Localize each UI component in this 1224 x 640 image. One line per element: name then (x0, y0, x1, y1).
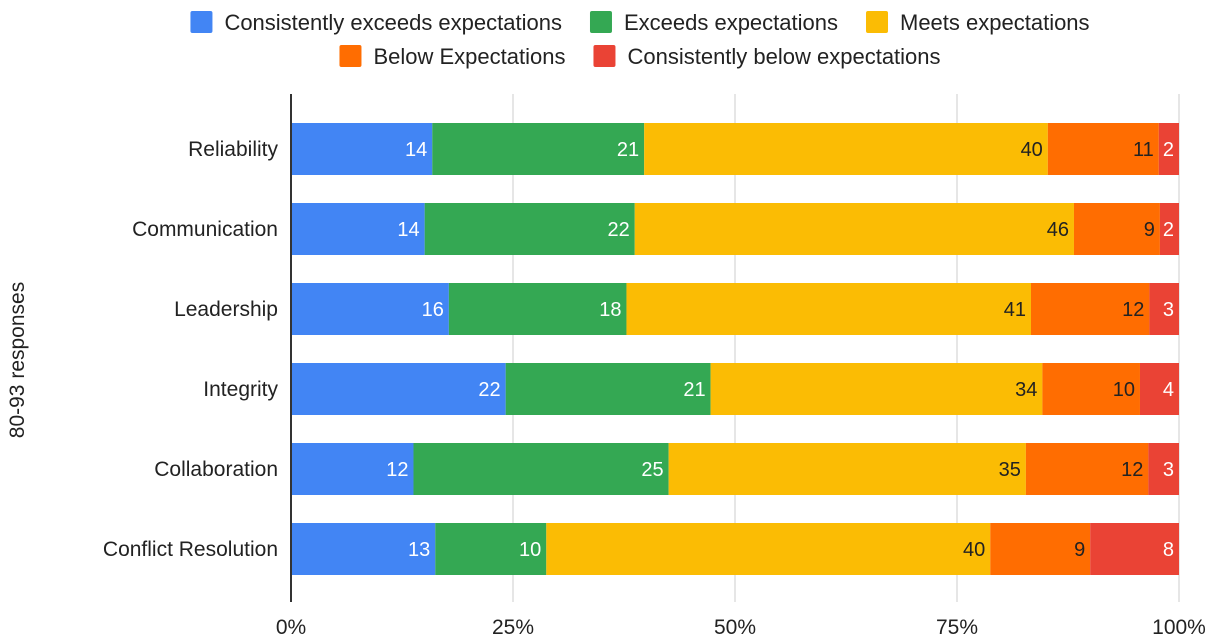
bar-segment (291, 443, 414, 495)
bar-segment (668, 443, 1026, 495)
bar-segment (291, 363, 506, 415)
data-label: 18 (599, 299, 621, 321)
legend-swatch (190, 11, 213, 33)
x-tick-label: 0% (276, 616, 306, 639)
x-axis-ticks: 0% 25% 50% 75% 100% (276, 616, 1206, 639)
data-label: 22 (607, 219, 629, 241)
category-label: Leadership (174, 298, 278, 321)
bar-segment (1073, 203, 1160, 255)
category-label: Collaboration (154, 458, 278, 481)
bar-segment (432, 123, 645, 175)
legend-swatch (866, 11, 889, 33)
legend-label: Consistently below expectations (627, 44, 940, 69)
data-label: 22 (478, 379, 500, 401)
data-label: 2 (1163, 139, 1174, 161)
bar-segment (1139, 363, 1179, 415)
data-label: 9 (1074, 539, 1085, 561)
legend-swatch (593, 45, 616, 67)
data-label: 10 (1113, 379, 1135, 401)
bar-segment (626, 283, 1031, 335)
category-label: Reliability (188, 138, 278, 161)
bar-segment (1158, 123, 1179, 175)
category-label: Integrity (203, 378, 278, 401)
data-label: 4 (1163, 379, 1174, 401)
data-label: 40 (1021, 139, 1043, 161)
bar-segment (291, 523, 436, 575)
data-label: 10 (519, 539, 541, 561)
bars: 14 21 40 11 214 22 46 9 216 18 41 12 322 21 34 10 412 25 3… (291, 123, 1179, 575)
data-label: 21 (617, 139, 639, 161)
data-label: 3 (1163, 299, 1174, 321)
bar-segment (1159, 203, 1179, 255)
legend-label: Consistently exceeds expectations (224, 10, 562, 35)
data-label: 3 (1163, 459, 1174, 481)
data-label: 2 (1163, 219, 1174, 241)
bar-segment (710, 363, 1043, 415)
bar-segment (990, 523, 1091, 575)
gridlines (512, 94, 1180, 602)
data-label: 9 (1144, 219, 1155, 241)
x-tick-label: 100% (1152, 616, 1206, 639)
x-tick-label: 75% (936, 616, 978, 639)
data-label: 34 (1015, 379, 1037, 401)
bar-segment (634, 203, 1074, 255)
data-label: 35 (999, 459, 1021, 481)
category-labels: Reliability Communication Leadership Integr… (103, 138, 279, 561)
data-label: 14 (397, 219, 419, 241)
bar-segment (435, 523, 547, 575)
category-label: Communication (132, 218, 278, 241)
legend-label: Below Expectations (373, 44, 565, 69)
data-label: 12 (386, 459, 408, 481)
data-label: 16 (422, 299, 444, 321)
bar-segment (644, 123, 1048, 175)
data-label: 12 (1122, 299, 1144, 321)
data-label: 46 (1047, 219, 1069, 241)
bar-segment (448, 283, 627, 335)
data-label: 40 (963, 539, 985, 561)
legend: Consistently exceeds expectations Exceeds… (190, 10, 1090, 69)
data-label: 14 (405, 139, 427, 161)
bar-segment (1031, 283, 1150, 335)
bar-segment (546, 523, 991, 575)
bar-segment (291, 123, 433, 175)
bar-segment (291, 283, 449, 335)
data-label: 11 (1133, 139, 1154, 161)
category-label: Conflict Resolution (103, 538, 278, 561)
data-label: 21 (683, 379, 705, 401)
bar-segment (1149, 283, 1179, 335)
bar-segment (1025, 443, 1149, 495)
bar-segment (1047, 123, 1159, 175)
x-tick-label: 25% (492, 616, 534, 639)
legend-label: Exceeds expectations (624, 10, 838, 35)
x-tick-label: 50% (714, 616, 756, 639)
bar-segment (291, 203, 425, 255)
data-label: 25 (641, 459, 663, 481)
bar-segment (1090, 523, 1179, 575)
bar-segment (413, 443, 669, 495)
bar-segment (505, 363, 711, 415)
data-label: 12 (1121, 459, 1143, 481)
bar-segment (1042, 363, 1140, 415)
legend-swatch (589, 11, 612, 33)
data-label: 8 (1163, 539, 1174, 561)
y-axis-title: 80-93 responses (6, 282, 29, 438)
bar-segment (1148, 443, 1179, 495)
legend-swatch (339, 45, 362, 67)
bar-segment (424, 203, 635, 255)
data-label: 13 (408, 539, 430, 561)
data-label: 41 (1004, 299, 1026, 321)
legend-label: Meets expectations (900, 10, 1090, 35)
